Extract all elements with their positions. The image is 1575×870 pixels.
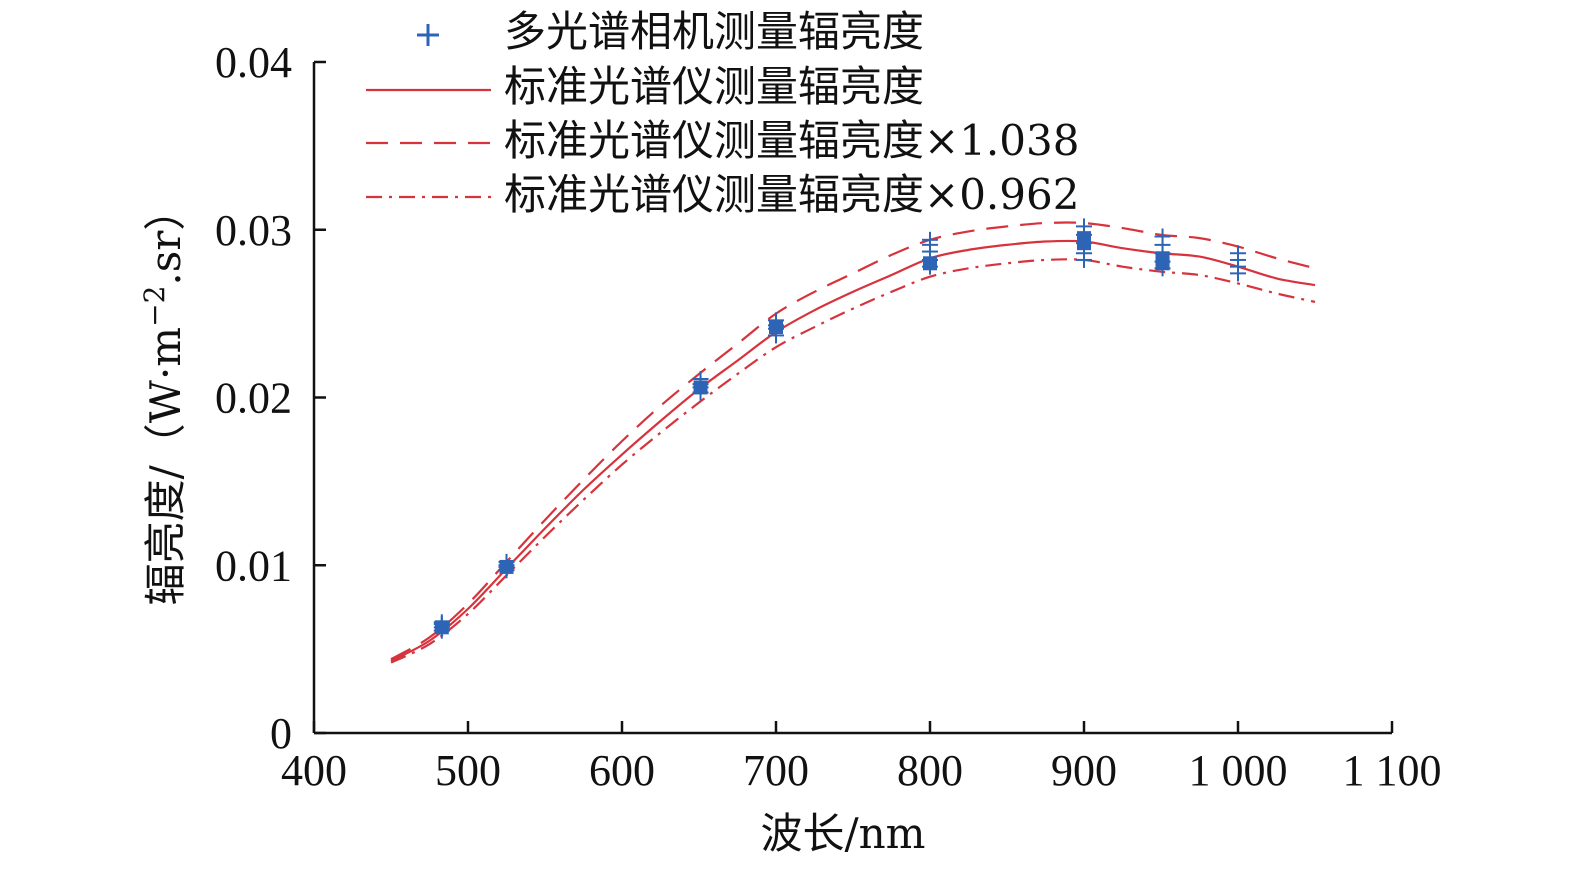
- series-line-spectrometer-x0962: [390, 258, 1316, 664]
- legend-label-spectrometer: 标准光谱仪测量辐亮度: [504, 62, 924, 111]
- y-tick-label: 0.02: [215, 374, 292, 423]
- legend-label-camera: 多光谱相机测量辐亮度: [504, 7, 924, 56]
- data-point-plus: [768, 312, 784, 329]
- x-tick-label: 500: [435, 746, 501, 795]
- data-point-plus: [1154, 228, 1171, 245]
- data-point-plus: [433, 614, 450, 631]
- data-point-plus: [692, 371, 709, 388]
- x-ticks: 400 500 600 700 800 900 1 000 1 100: [281, 721, 1442, 795]
- x-tick-label: 700: [743, 746, 809, 795]
- data-point-plus: [1076, 218, 1092, 235]
- y-tick-label: 0: [270, 709, 292, 758]
- y-axis-label: 辐亮度/（W·m−2.sr）: [138, 189, 190, 606]
- data-point-plus: [1230, 245, 1246, 262]
- series-lines: [390, 221, 1316, 664]
- legend-entry-camera: 多光谱相机测量辐亮度: [417, 7, 924, 56]
- x-tick-label: 800: [897, 746, 963, 795]
- series-line-spectrometer-x1038: [390, 221, 1316, 661]
- data-point-plus: [922, 231, 938, 248]
- legend: 多光谱相机测量辐亮度 标准光谱仪测量辐亮度 标准光谱仪测量辐亮度×1.038 标…: [366, 7, 1079, 219]
- x-axis-label: 波长/nm: [760, 809, 925, 858]
- y-axis-label-superscript: −2: [138, 286, 171, 327]
- y-tick-label: 0.04: [215, 38, 292, 87]
- y-axis-label-main: 辐亮度/（W·m: [141, 327, 190, 606]
- y-ticks: 0 0.01 0.02 0.03 0.04: [215, 38, 326, 758]
- y-axis-label-tail: .sr）: [141, 189, 190, 286]
- x-tick-label: 1 100: [1343, 746, 1442, 795]
- x-tick-label: 1 000: [1189, 746, 1288, 795]
- data-point-plus: [498, 553, 515, 570]
- x-tick-label: 900: [1051, 746, 1117, 795]
- legend-entry-spectrometer-high: 标准光谱仪测量辐亮度×1.038: [366, 116, 1079, 165]
- y-tick-label: 0.03: [215, 206, 292, 255]
- legend-entry-spectrometer: 标准光谱仪测量辐亮度: [366, 62, 924, 111]
- legend-marker-plus: [417, 24, 439, 46]
- series-points: [433, 218, 1246, 639]
- series-line-spectrometer: [390, 239, 1316, 662]
- x-tick-label: 600: [589, 746, 655, 795]
- y-tick-label: 0.01: [215, 541, 292, 590]
- x-tick-label: 400: [281, 746, 347, 795]
- legend-label-spectrometer-high: 标准光谱仪测量辐亮度×1.038: [504, 116, 1079, 165]
- legend-label-spectrometer-low: 标准光谱仪测量辐亮度×0.962: [504, 170, 1079, 219]
- legend-entry-spectrometer-low: 标准光谱仪测量辐亮度×0.962: [366, 170, 1079, 219]
